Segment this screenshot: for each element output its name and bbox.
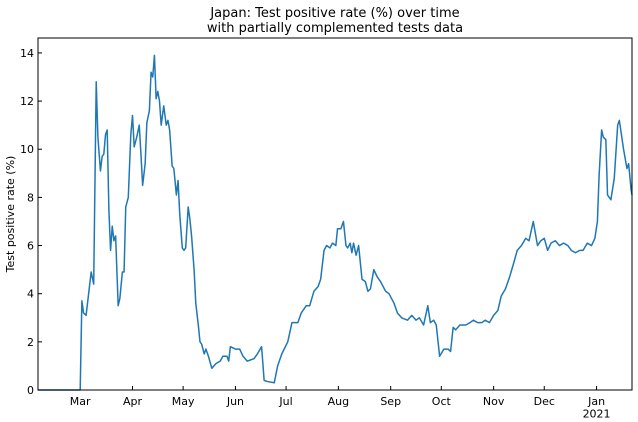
chart-title: Japan: Test positive rate (%) over time w… [207, 6, 463, 36]
x-tick-label: Jun [226, 395, 244, 408]
x-tick-label: Jul [278, 395, 292, 408]
x-tick-label: Jan 2021 [583, 395, 611, 421]
x-tick-label: Sep [380, 395, 401, 408]
x-tick-label: Mar [70, 395, 91, 408]
x-tick-label: Dec [534, 395, 555, 408]
plot-frame [37, 37, 633, 391]
x-tick-label: Nov [483, 395, 505, 408]
x-tick-label: Aug [328, 395, 349, 408]
x-tick-label: May [172, 395, 195, 408]
data-line [38, 54, 633, 391]
x-tick-label: Oct [432, 395, 452, 408]
y-tick-label: 4 [27, 288, 34, 301]
y-tick-label: 2 [27, 336, 34, 349]
y-tick-label: 0 [27, 384, 34, 397]
x-tick-label: Apr [123, 395, 143, 408]
y-axis-label: Test positive rate (%) [4, 156, 17, 274]
y-tick-label: 14 [20, 47, 34, 60]
y-tick-label: 6 [27, 240, 34, 253]
y-tick-label: 10 [20, 143, 34, 156]
y-tick-label: 12 [20, 95, 34, 108]
y-tick-label: 8 [27, 191, 34, 204]
